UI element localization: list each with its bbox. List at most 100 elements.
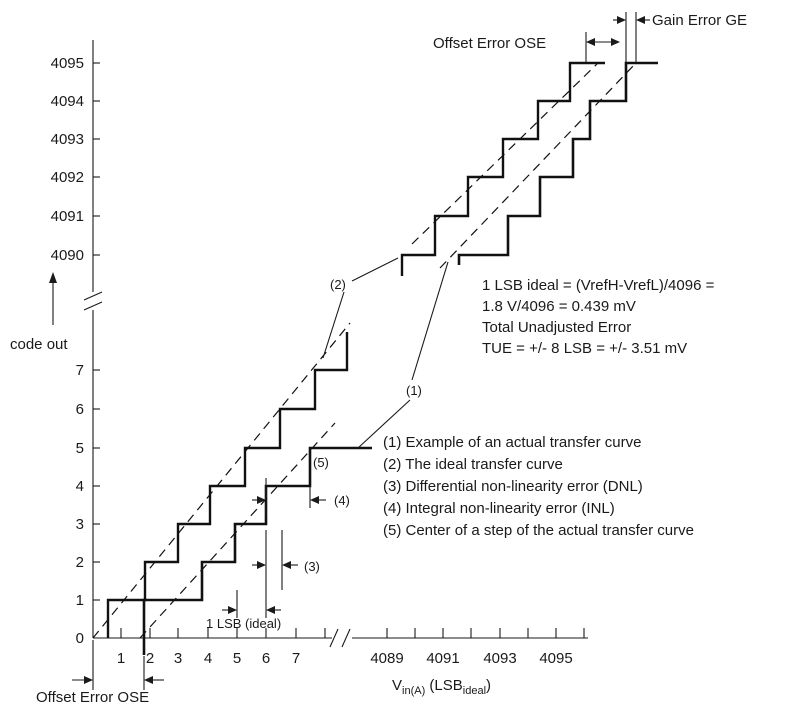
dnl-arrow-head: [257, 561, 266, 569]
axes: [83, 40, 588, 648]
y-tick-label: 4093: [51, 131, 84, 148]
one-lsb-annotation: 1 LSB (ideal): [206, 590, 281, 631]
y-tick-label: 4: [76, 478, 84, 495]
offset-error-bottom-annotation: Offset Error OSE: [36, 640, 164, 706]
dashed-lines: [92, 62, 637, 639]
info-line: TUE = +/- 8 LSB = +/- 3.51 mV: [482, 340, 687, 357]
y-tick-label: 4095: [51, 55, 84, 72]
x-tick-label: 6: [262, 650, 270, 667]
y-tick-labels: 0 1 2 3 4 5 6 7 4090 4091 4092 4093 4094…: [51, 55, 84, 647]
ideal-center-line: [411, 62, 599, 245]
y-tick-label: 5: [76, 440, 84, 457]
x-tick-label: 4089: [370, 650, 403, 667]
info-line: Total Unadjusted Error: [482, 319, 631, 336]
callout-2-leader: [351, 257, 399, 282]
y-tick-label: 0: [76, 630, 84, 647]
callout-2: (2): [322, 257, 399, 359]
offset-error-top-annotation: Offset Error OSE: [433, 32, 620, 62]
callout-1-leader: [411, 261, 449, 381]
offset-error-top-arrow-head: [586, 38, 595, 46]
x-axis-label-close: ): [486, 677, 491, 694]
y-tick-label: 4091: [51, 208, 84, 225]
callout-2-label: (2): [330, 277, 346, 292]
x-axis-label: Vin(A) (LSBideal): [392, 677, 491, 697]
callout-3: (3): [252, 530, 320, 590]
y-label-arrow-head: [49, 272, 57, 283]
info-line: 1.8 V/4096 = 0.439 mV: [482, 298, 636, 315]
y-tick-label: 3: [76, 516, 84, 533]
x-axis-break-mark: [341, 628, 351, 648]
y-ticks: [93, 62, 100, 601]
x-tick-label: 4095: [539, 650, 572, 667]
x-tick-label: 4091: [426, 650, 459, 667]
ideal-transfer-curve-upper: [400, 61, 605, 276]
gain-error-arrow-head: [636, 16, 645, 24]
x-axis-label-sub: in(A): [402, 685, 425, 697]
callout-5: (5): [313, 455, 329, 470]
x-tick-label: 4: [204, 650, 212, 667]
actual-staircase: [142, 61, 658, 655]
inl-arrow-head: [257, 496, 266, 504]
offset-error-top-arrow-head: [611, 38, 620, 46]
one-lsb-arrow-head: [266, 606, 275, 614]
x-ticks: [120, 628, 585, 638]
gain-error-arrow-head: [617, 16, 626, 24]
one-lsb-label: 1 LSB (ideal): [206, 616, 281, 631]
info-block: 1 LSB ideal = (VrefH-VrefL)/4096 = 1.8 V…: [482, 277, 715, 357]
callout-4: (4): [252, 478, 350, 518]
x-tick-label: 7: [292, 650, 300, 667]
legend-item: (5) Center of a step of the actual trans…: [383, 522, 694, 539]
x-tick-labels: 1 2 3 4 5 6 7 4089 4091 4093 4095: [117, 650, 573, 667]
y-tick-label: 4094: [51, 93, 84, 110]
callout-5-label: (5): [313, 455, 329, 470]
y-tick-label: 4092: [51, 169, 84, 186]
callout-1: (1): [357, 261, 449, 449]
one-lsb-arrow-head: [228, 606, 237, 614]
y-tick-label: 6: [76, 401, 84, 418]
callout-1-leader: [357, 399, 411, 449]
legend-item: (2) The ideal transfer curve: [383, 456, 563, 473]
x-axis-break-mark: [329, 628, 339, 648]
x-axis-label-main: V: [392, 677, 402, 694]
callout-4-label: (4): [334, 493, 350, 508]
x-tick-label: 2: [146, 650, 154, 667]
actual-center-line: [139, 422, 336, 639]
y-axis-break-mark: [83, 291, 103, 301]
info-line: 1 LSB ideal = (VrefH-VrefL)/4096 =: [482, 277, 715, 294]
inl-arrow-head: [310, 496, 319, 504]
ideal-staircase: [106, 61, 605, 638]
legend-item: (3) Differential non-linearity error (DN…: [383, 478, 643, 495]
y-tick-label: 4090: [51, 247, 84, 264]
x-tick-label: 3: [174, 650, 182, 667]
x-axis-label-paren: (LSB: [425, 677, 463, 694]
gain-error-annotation: Gain Error GE: [613, 12, 747, 62]
dnl-arrow-head: [282, 561, 291, 569]
x-tick-label: 1: [117, 650, 125, 667]
y-tick-label: 7: [76, 362, 84, 379]
actual-center-line: [439, 62, 637, 269]
callout-1-label: (1): [406, 383, 422, 398]
ideal-transfer-curve-lower: [106, 332, 349, 638]
y-axis-label-group: code out: [10, 272, 68, 353]
actual-transfer-curve-lower: [142, 446, 372, 655]
y-tick-label: 1: [76, 592, 84, 609]
actual-transfer-curve-upper: [457, 61, 658, 265]
x-tick-label: 5: [233, 650, 241, 667]
legend-item: (1) Example of an actual transfer curve: [383, 434, 641, 451]
legend: (1) Example of an actual transfer curve …: [383, 434, 694, 539]
callout-3-label: (3): [304, 559, 320, 574]
ideal-center-line: [92, 322, 351, 639]
offset-error-bottom-label: Offset Error OSE: [36, 689, 149, 706]
offset-error-bottom-arrow-head: [84, 676, 93, 684]
y-axis-label: code out: [10, 336, 68, 353]
offset-error-bottom-arrow-head: [144, 676, 153, 684]
gain-error-label: Gain Error GE: [652, 12, 747, 29]
y-axis-break-mark: [83, 301, 103, 311]
legend-item: (4) Integral non-linearity error (INL): [383, 500, 615, 517]
x-axis-label-sub2: ideal: [463, 685, 486, 697]
y-tick-label: 2: [76, 554, 84, 571]
x-tick-label: 4093: [483, 650, 516, 667]
offset-error-top-label: Offset Error OSE: [433, 35, 546, 52]
